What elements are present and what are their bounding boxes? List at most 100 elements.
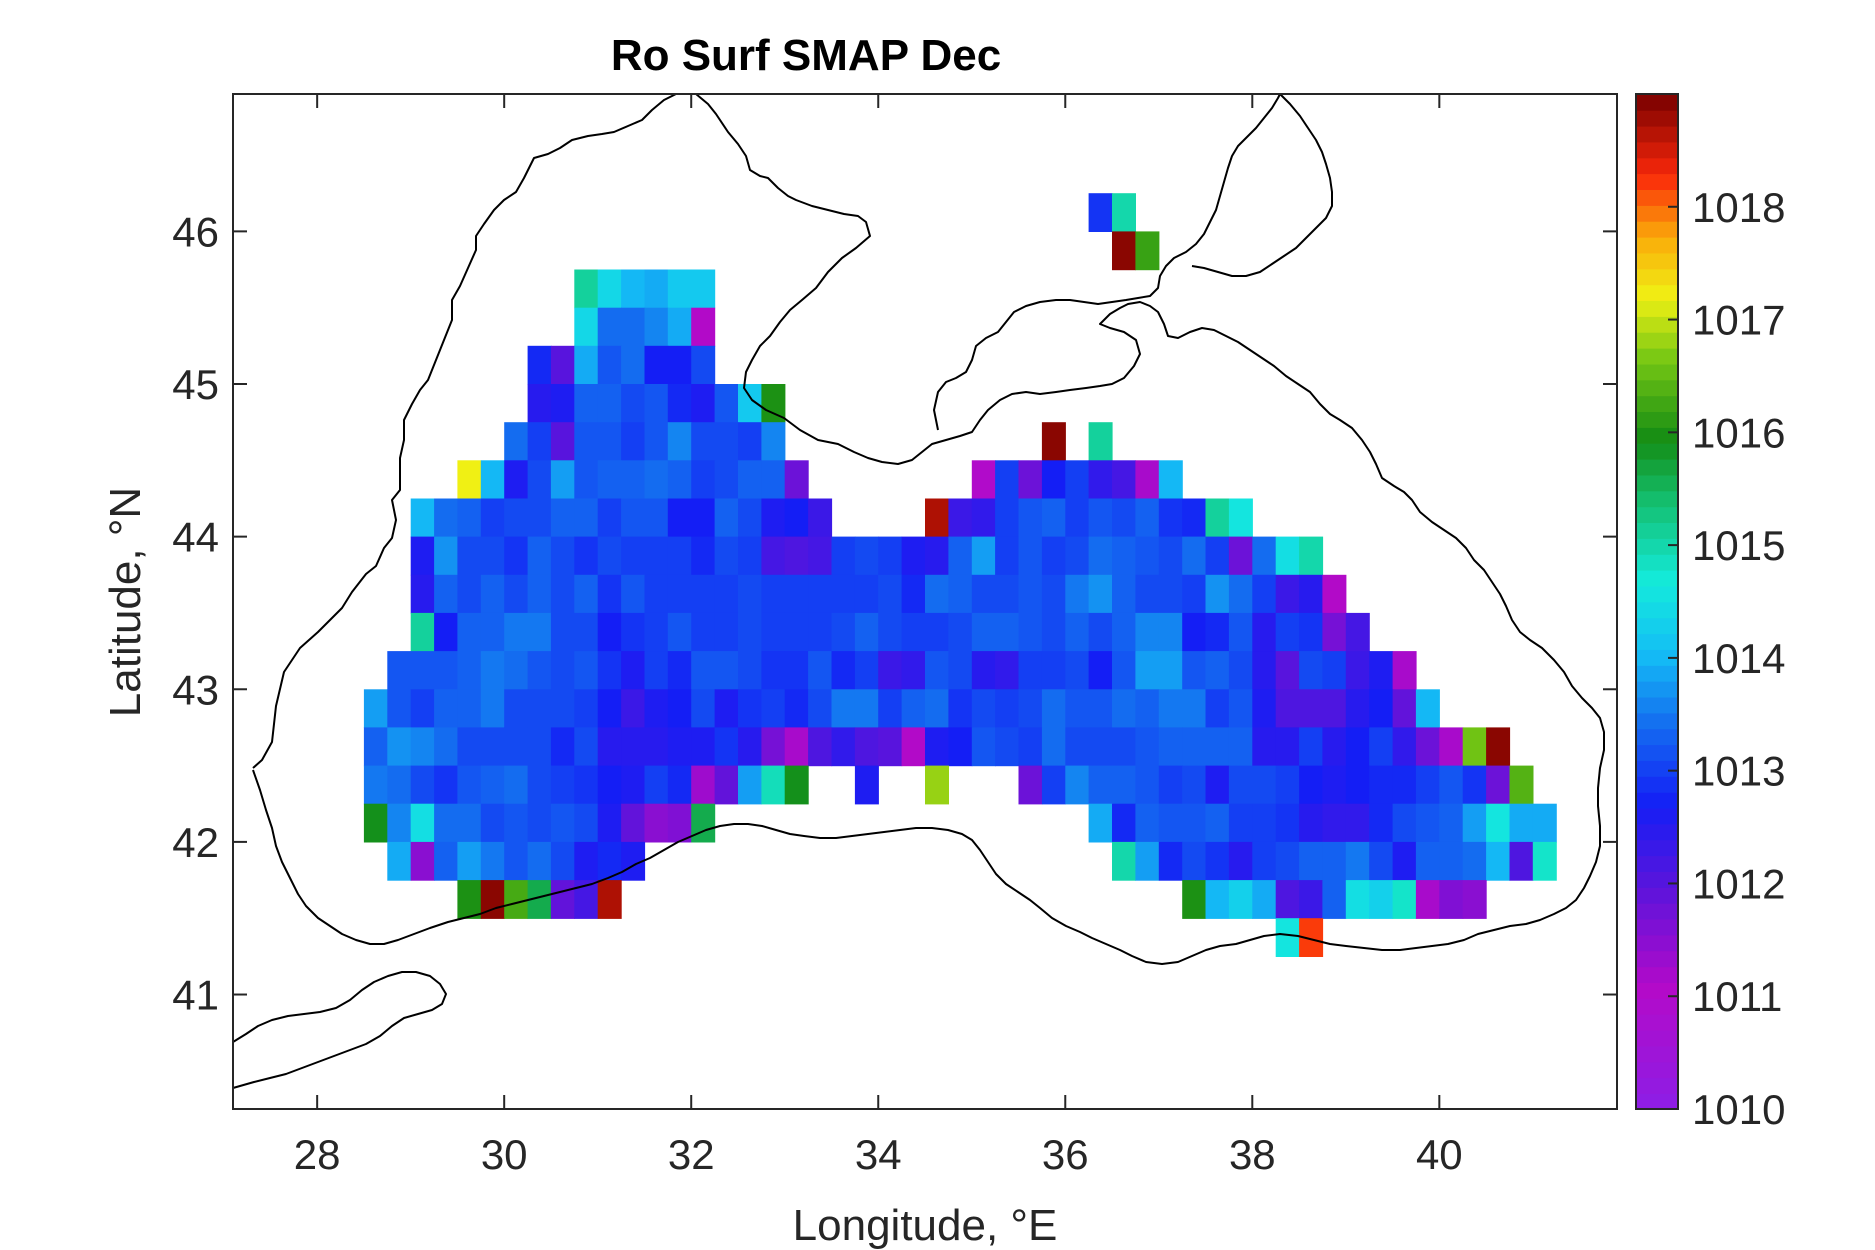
heatmap-cell [457, 727, 482, 767]
heatmap-cell [621, 574, 646, 614]
heatmap-cell [691, 307, 716, 347]
chart-title: Ro Surf SMAP Dec [611, 31, 1001, 80]
heatmap-cell [738, 498, 762, 538]
heatmap-cell [1486, 765, 1511, 805]
heatmap-cell [691, 269, 716, 309]
heatmap-cell [1205, 498, 1230, 538]
heatmap-cell [1205, 651, 1230, 690]
colorbar-tick-label: 1011 [1692, 973, 1782, 1020]
heatmap-cell [1205, 574, 1230, 614]
heatmap-cell [784, 612, 809, 652]
heatmap-cell [831, 536, 856, 576]
heatmap-cell [644, 269, 669, 309]
colorbar-tick-label: 1013 [1692, 748, 1785, 795]
heatmap-cell [1228, 841, 1253, 881]
heatmap-cell [434, 498, 459, 538]
heatmap-cell [1299, 651, 1324, 690]
heatmap-cell [597, 422, 622, 461]
heatmap-cell [410, 841, 435, 881]
colorbar-segment [1636, 664, 1678, 682]
y-tick-label: 42 [172, 819, 219, 866]
heatmap-cell [1065, 498, 1090, 538]
heatmap-cell [1182, 880, 1207, 919]
heatmap-cell [691, 460, 716, 500]
heatmap-cell [1322, 651, 1347, 690]
heatmap-cell [808, 727, 833, 767]
heatmap-cell [1299, 803, 1324, 843]
heatmap-cell [1299, 612, 1324, 652]
heatmap-cell [1252, 651, 1277, 690]
heatmap-cell [1532, 803, 1557, 843]
heatmap-cell [667, 536, 692, 576]
heatmap-cell [1158, 803, 1183, 843]
heatmap-cell [434, 689, 459, 729]
heatmap-cell [1252, 536, 1277, 576]
heatmap-cell [1486, 841, 1511, 881]
heatmap-cell [504, 422, 529, 461]
heatmap-cell [550, 612, 575, 652]
heatmap-cell [761, 422, 786, 461]
colorbar-segment [1636, 1061, 1678, 1079]
heatmap-cell [971, 651, 996, 690]
heatmap-cell [1509, 765, 1534, 805]
heatmap-cell [1486, 803, 1511, 843]
heatmap-cell [527, 384, 552, 423]
heatmap-cell [691, 536, 716, 576]
heatmap-cell [808, 536, 833, 576]
heatmap-cell [1275, 765, 1300, 805]
heatmap-cell [1041, 498, 1066, 538]
bosporus-marmara-coastline [232, 971, 447, 1089]
heatmap-cell [1205, 803, 1230, 843]
colorbar-segment [1636, 649, 1678, 666]
heatmap-cell [784, 574, 809, 614]
colorbar-segment [1636, 427, 1678, 444]
heatmap-cell [761, 498, 786, 538]
heatmap-cell [1112, 803, 1136, 843]
heatmap-cell [387, 803, 412, 843]
heatmap-cell [434, 841, 459, 881]
heatmap-cell [714, 727, 739, 767]
heatmap-cell [971, 536, 996, 576]
heatmap-cell [1135, 765, 1160, 805]
heatmap-cell [971, 460, 996, 500]
y-tick-label: 45 [172, 361, 219, 408]
heatmap-cell [784, 765, 809, 805]
heatmap-cell [574, 384, 599, 423]
heatmap-cell [691, 803, 716, 843]
heatmap-cell [1275, 918, 1300, 957]
colorbar-segment [1636, 347, 1678, 365]
colorbar-segment [1636, 379, 1678, 397]
heatmap-cell [1112, 841, 1136, 881]
heatmap-cell [1065, 536, 1090, 576]
heatmap-cell [1112, 612, 1136, 652]
heatmap-cell [621, 612, 646, 652]
heatmap-cell [1392, 841, 1417, 881]
colorbar-segment [1636, 506, 1678, 523]
heatmap-cell [761, 727, 786, 767]
heatmap-cell [1509, 841, 1534, 881]
heatmap-cell [550, 727, 575, 767]
crimea-coastline [252, 93, 1605, 965]
heatmap-cell [1088, 689, 1113, 729]
heatmap-cell [925, 689, 949, 729]
heatmap-cell [574, 307, 599, 347]
heatmap-cell [1112, 498, 1136, 538]
heatmap-cell [1112, 689, 1136, 729]
heatmap-cell [1088, 536, 1113, 576]
heatmap-cell [574, 803, 599, 843]
heatmap-cell [480, 612, 505, 652]
heatmap-cell [597, 460, 622, 500]
heatmap-cell [597, 727, 622, 767]
heatmap-cell [621, 460, 646, 500]
colorbar-segment [1636, 1077, 1678, 1094]
heatmap-cell [808, 651, 833, 690]
heatmap-cell [1182, 498, 1207, 538]
heatmap-cell [925, 651, 949, 690]
x-tick-label: 40 [1416, 1131, 1463, 1178]
heatmap-cell [808, 612, 833, 652]
heatmap-cell [1041, 689, 1066, 729]
heatmap-cell [1228, 498, 1253, 538]
heatmap-cell [691, 498, 716, 538]
heatmap-cell [738, 689, 762, 729]
heatmap-cell [1158, 498, 1183, 538]
